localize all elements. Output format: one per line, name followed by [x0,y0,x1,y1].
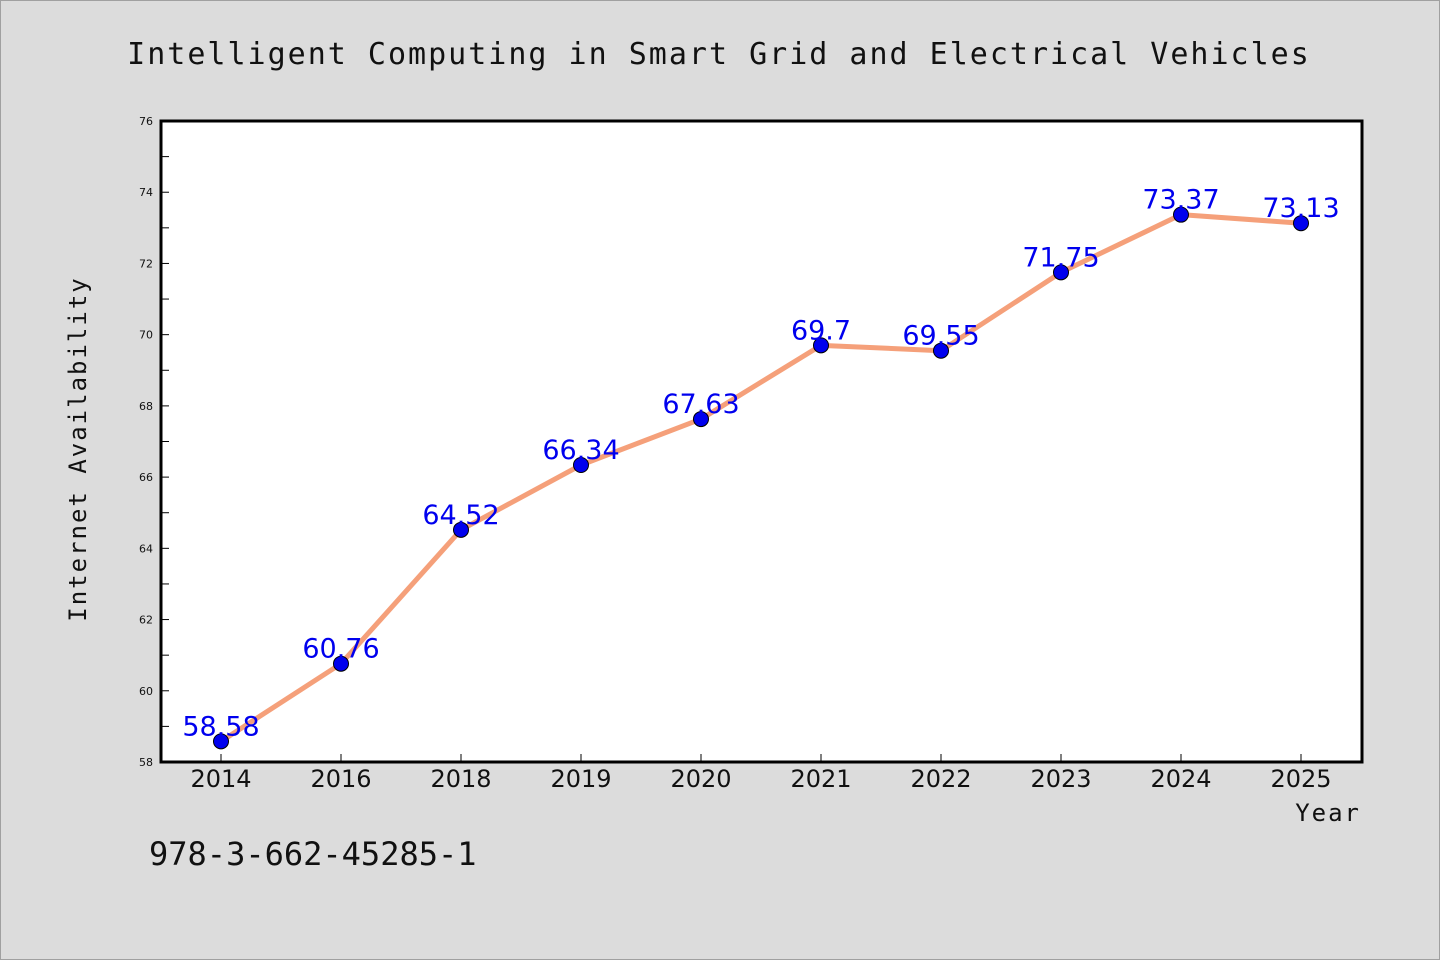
y-tick-label: 62 [139,614,153,627]
series-line [218,212,1304,744]
y-tick-label: 72 [139,257,153,270]
data-label: 73.37 [1142,185,1219,216]
chart-title: Intelligent Computing in Smart Grid and … [127,37,1311,72]
data-label: 69.7 [791,315,851,346]
y-tick-label: 68 [139,400,153,413]
y-tick-label: 60 [139,685,153,698]
data-point [573,457,589,474]
y-tick-label: 64 [139,542,153,555]
x-tick-label: 2021 [790,765,851,793]
plot-area [159,119,1364,764]
data-point [1173,206,1189,223]
data-point [1293,215,1309,232]
data-label: 58.58 [182,711,259,742]
data-label: 69.55 [902,321,979,352]
data-label: 60.76 [302,634,379,665]
x-tick-label: 2024 [1150,765,1211,793]
x-tick-label: 2025 [1270,765,1331,793]
x-tick-label: 2020 [670,765,731,793]
data-point [693,411,709,428]
x-tick-label: 2019 [550,765,611,793]
data-label: 73.13 [1262,193,1339,224]
x-tick-label: 2014 [190,765,251,793]
data-label: 67.63 [662,389,739,420]
data-series: 58.58 60.76 64.52 66.34 67.63 69.7 69.55 71.75 7… [182,185,1340,750]
data-point [453,521,469,538]
y-tick-label: 74 [139,186,153,199]
data-label: 66.34 [542,435,619,466]
y-tick-label: 66 [139,471,153,484]
y-tick-label: 76 [139,115,153,128]
y-axis-label: Internet Availability [64,276,92,621]
data-point [1053,264,1069,281]
data-label: 71.75 [1022,242,1099,273]
y-tick-label: 58 [139,756,153,769]
x-axis: 2014 2016 2018 2019 2020 2021 2022 2023 2024 2025 [190,754,1332,793]
data-point [933,342,949,359]
x-tick-label: 2022 [910,765,971,793]
data-point [813,337,829,354]
y-tick-label: 70 [139,329,153,342]
x-tick-label: 2018 [430,765,491,793]
data-point [333,655,349,672]
x-tick-label: 2016 [310,765,371,793]
data-label: 64.52 [422,500,499,531]
x-axis-label: Year [1295,799,1361,827]
x-tick-label: 2023 [1030,765,1091,793]
data-point [213,733,229,750]
y-axis: 58 60 62 64 66 68 70 72 74 76 [139,115,169,769]
isbn-footer: 978-3-662-45285-1 [149,835,477,873]
